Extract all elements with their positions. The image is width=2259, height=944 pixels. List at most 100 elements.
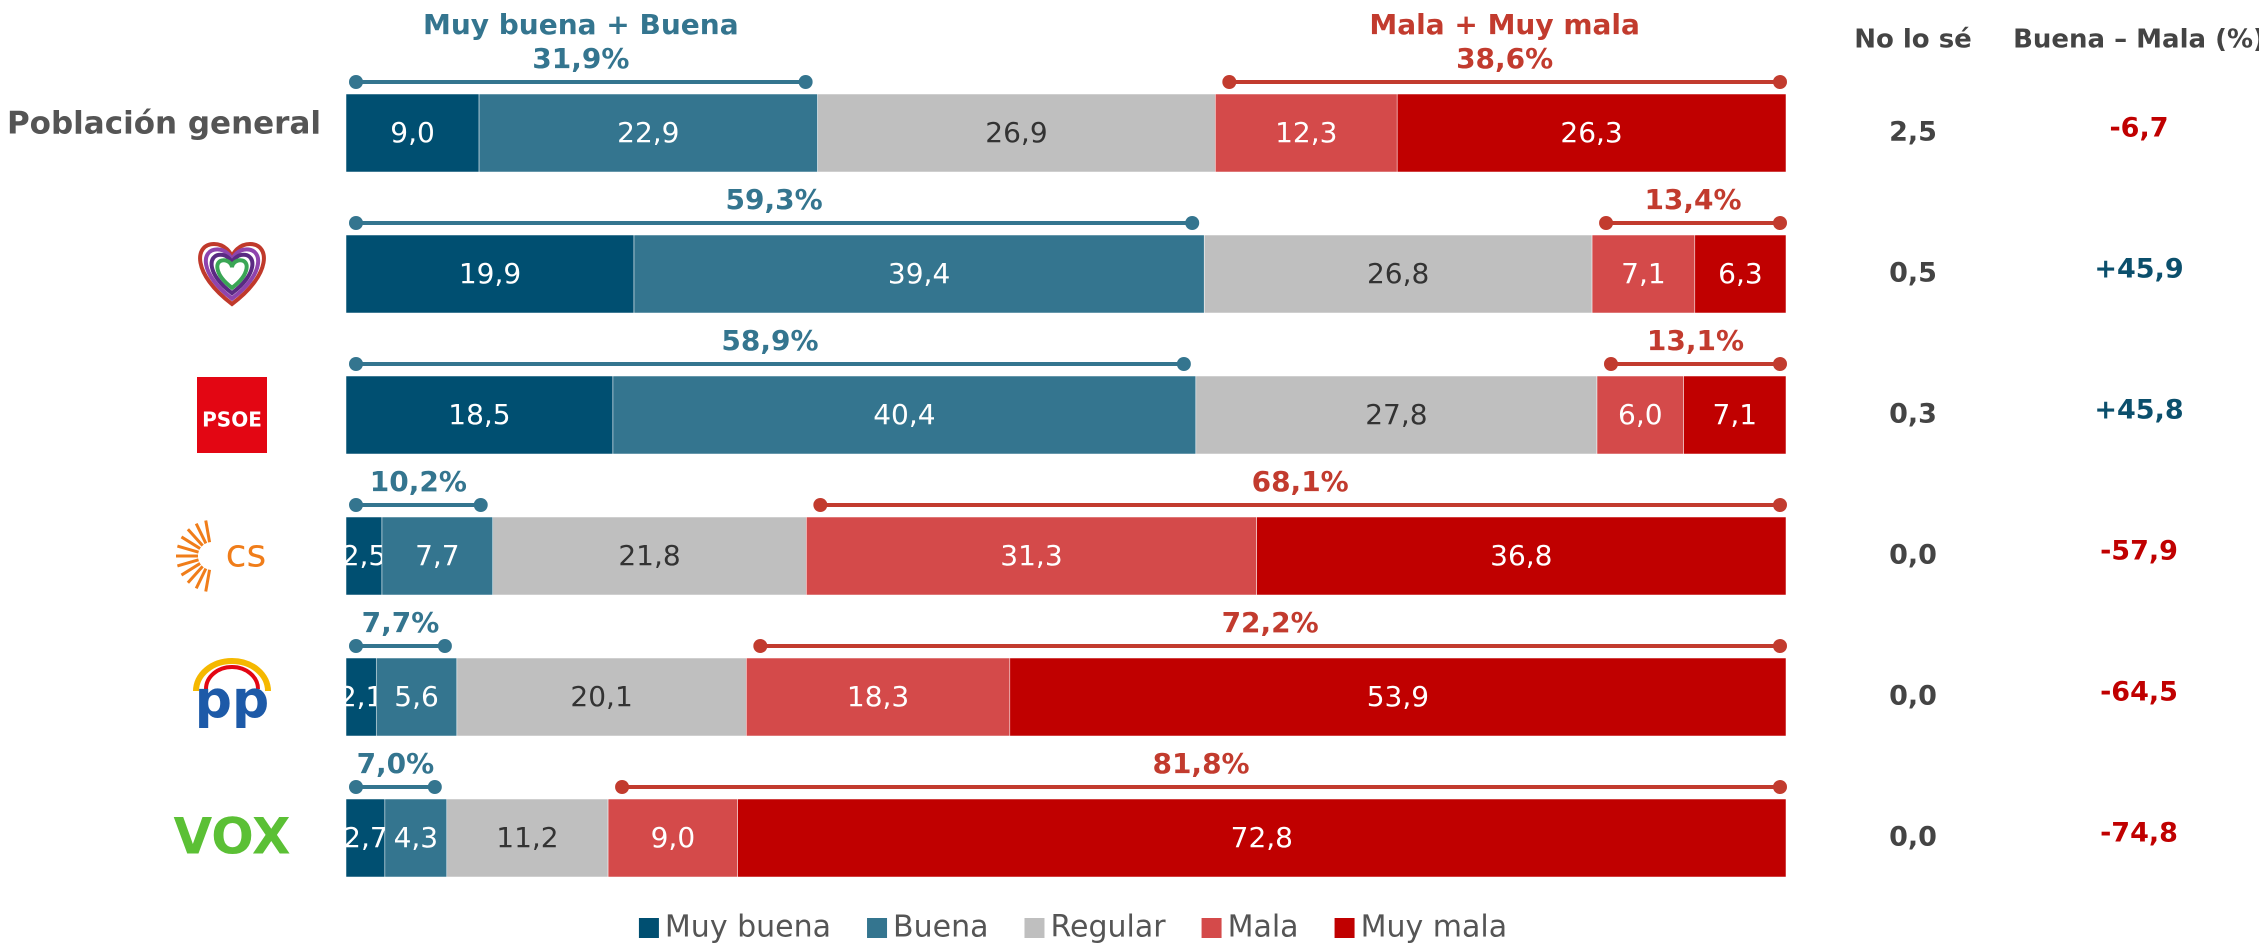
bar-segment [446,798,609,878]
bar-value-label: 22,9 [617,116,679,149]
bar-segment [746,657,1011,737]
legend-label: Mala [1228,910,1299,944]
heart-logo [198,241,266,307]
group-label: 58,9% [721,324,818,357]
bar-value-label: 72,8 [1231,821,1293,854]
ray [186,565,204,584]
legend-label: Buena [893,910,988,944]
bracket-dot [813,498,828,512]
column-value: 0,5 [1889,258,1937,289]
bar-value-label: 11,2 [496,821,558,854]
pp-arc-red [204,665,260,690]
ray [194,522,208,545]
bracket-dot [1222,75,1237,89]
bar-value-label: 5,6 [394,680,439,713]
bar-segment [345,798,386,878]
bracket-dot [1599,216,1614,230]
category-label: cs [226,532,267,576]
bracket-dot [349,357,363,371]
ray [204,520,212,543]
category-label: Población general [7,106,321,142]
bracket-dot [798,75,813,89]
group-label: 81,8% [1152,747,1249,780]
column-value: 0,0 [1889,540,1937,571]
column-value: 0,0 [1889,681,1937,712]
group-label: 13,4% [1644,183,1741,216]
bracket-dot [349,498,363,512]
column-value: -57,9 [2100,536,2178,567]
group-name: Muy buena + Buena [423,8,739,41]
bracket-dot [349,75,363,89]
bar-value-label: 7,7 [415,539,460,572]
bar-segment [478,93,818,173]
heart-stroke [215,258,249,291]
bar-segment [1256,516,1787,596]
bar-segment [737,798,1787,878]
legend-swatch [1024,918,1045,938]
bar-value-label: 53,9 [1367,680,1429,713]
bar-value-label: 2,1 [339,680,384,713]
group-label: 68,1% [1252,465,1349,498]
group-label: 7,7% [362,606,440,639]
bar-value-label: 18,3 [847,680,909,713]
bar-value-label: 2,7 [343,821,388,854]
category-label: pp [195,670,269,730]
bracket-dot [427,780,442,794]
group-label: 38,6% [1456,42,1553,75]
legend-label: Regular [1050,910,1166,944]
column-value: +45,8 [2094,395,2183,426]
cs-rays [176,520,212,592]
group-label: 59,3% [726,183,823,216]
bar-value-label: 26,9 [985,116,1047,149]
column-value: 0,0 [1889,822,1937,853]
bar-segment [633,234,1205,314]
bar-segment [384,798,448,878]
logo-box [197,377,267,453]
group-label: 10,2% [370,465,467,498]
bar-segment [1215,93,1398,173]
bar-value-label: 21,8 [618,539,680,572]
column-value: 2,5 [1889,117,1937,148]
legend-label: Muy buena [665,910,831,944]
ray [194,567,208,590]
group-label: 7,0% [357,747,435,780]
group-label: 31,9% [532,42,629,75]
column-header: No lo sé [1854,25,1972,55]
bracket-dot [1603,357,1618,371]
bracket-dot [349,639,363,653]
bracket-dot [1773,639,1787,653]
bracket-dot [473,498,488,512]
legend-swatch [1334,918,1355,938]
bar-segment [345,516,383,596]
bar-segment [1596,375,1684,455]
bracket-dot [753,639,768,653]
bracket-dot [437,639,452,653]
bracket-dot [1773,498,1787,512]
bracket-dot [349,780,363,794]
column-value: -64,5 [2100,677,2178,708]
ray [176,544,199,554]
bar-value-label: 6,0 [1618,398,1663,431]
category-label: PSOE [202,408,262,432]
bar-segment [456,657,747,737]
group-label: 13,1% [1647,324,1744,357]
column-value: -6,7 [2109,113,2168,144]
ray [186,528,204,547]
bar-value-label: 6,3 [1718,257,1763,290]
ray [180,535,201,550]
bar-segment [1203,234,1593,314]
legend-label: Muy mala [1361,910,1508,944]
bracket-dot [1773,75,1787,89]
bar-value-label: 27,8 [1365,398,1427,431]
bar-segment [1195,375,1598,455]
bar-segment [345,375,614,455]
bar-value-label: 19,9 [459,257,521,290]
bar-segment [1396,93,1787,173]
bar-segment [1683,375,1787,455]
bracket-dot [1176,357,1191,371]
bracket-dot [615,780,630,794]
category-label: VOX [173,808,290,866]
bar-segment [817,93,1216,173]
ray [176,558,199,568]
bar-segment [1694,234,1787,314]
